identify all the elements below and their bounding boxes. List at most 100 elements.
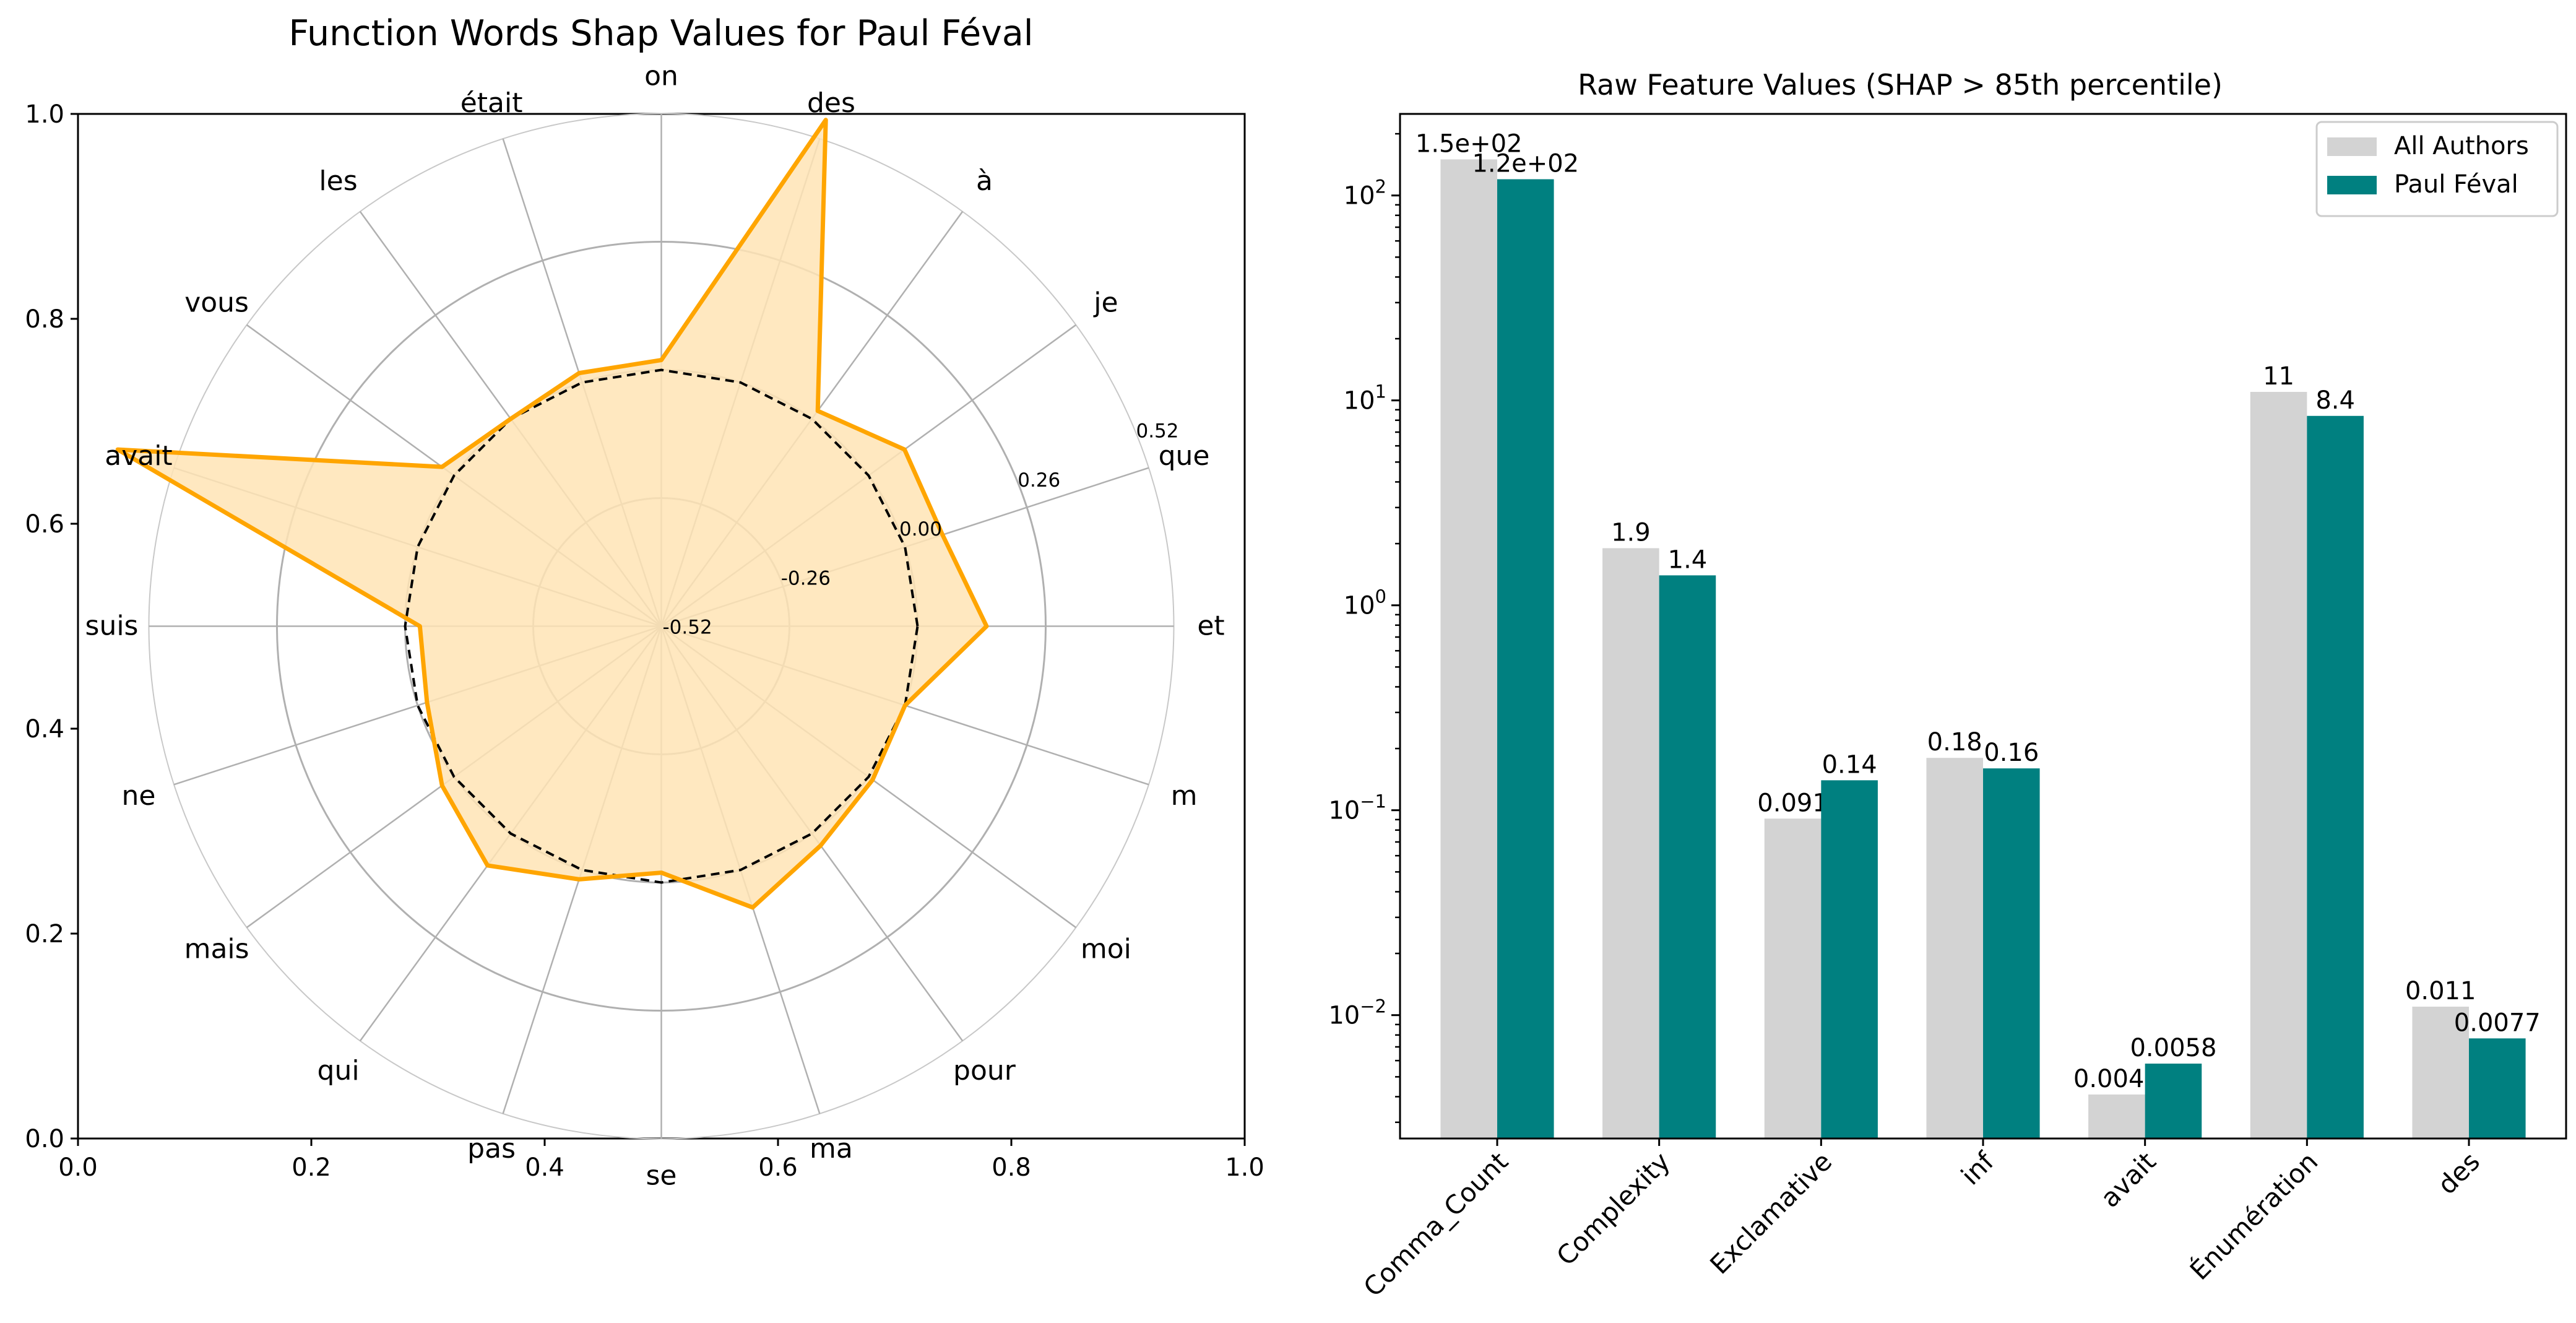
radar-category-mais: mais: [184, 933, 249, 965]
bar-title: Raw Feature Values (SHAP > 85th percenti…: [1578, 68, 2223, 102]
radar-point-suis: [418, 625, 421, 628]
radar-point-moi: [871, 778, 874, 781]
bar-paul-feval-exclamative: [1821, 780, 1878, 1139]
radar-radial-tick-label: -0.52: [663, 617, 712, 639]
radar-category-suis: suis: [85, 610, 139, 642]
y-tick-label: 10−2: [1328, 996, 1386, 1030]
radar-point-etait: [577, 371, 581, 375]
y-tick-label: 100: [1344, 586, 1386, 620]
bar-paul-feval-enumeration: [2307, 415, 2364, 1139]
radar-radial-tick-label: 0.26: [1018, 469, 1060, 492]
frame-x-tick-label: 1.0: [1225, 1153, 1264, 1182]
legend-frame: [2315, 121, 2559, 217]
radar-category-pas: pas: [467, 1133, 516, 1165]
radar-point-les: [509, 417, 512, 420]
bar-all-authors-avait: [2088, 1094, 2145, 1139]
radar-category-que: que: [1159, 440, 1210, 472]
radar-point-on: [660, 358, 663, 362]
radar-category-je: je: [1093, 287, 1118, 319]
radar-category-les: les: [319, 165, 357, 197]
radar-category-a: à: [976, 165, 993, 197]
radar-area-fill: [118, 119, 987, 908]
bar-label-paul-feval-avait: 0.0058: [2130, 1034, 2216, 1062]
frame-x-tick-label: 0.6: [758, 1153, 798, 1182]
frame-x-tick-label: 0.0: [58, 1153, 98, 1182]
bar-label-all-authors-comma-count: 1.5e+02: [1416, 129, 1523, 158]
radar-point-vous: [441, 466, 444, 469]
radar-category-avait: avait: [105, 440, 172, 472]
radar-category-des: des: [807, 87, 855, 119]
bar-paul-feval-avait: [2145, 1064, 2202, 1139]
radar-category-ma: ma: [810, 1133, 853, 1165]
bar-all-authors-exclamative: [1764, 818, 1822, 1139]
frame-y-tick-label: 0.8: [25, 305, 64, 334]
legend-swatch-paul-feval: [2327, 176, 2377, 194]
radar-category-se: se: [646, 1160, 677, 1192]
bar-label-all-authors-inf: 0.18: [1927, 728, 1982, 757]
bar-label-paul-feval-exclamative: 0.14: [1822, 750, 1877, 779]
radar-category-pour: pour: [953, 1055, 1016, 1087]
bar-label-paul-feval-comma-count: 1.2e+02: [1472, 150, 1579, 178]
y-tick-label: 101: [1344, 381, 1386, 415]
radar-point-se: [660, 871, 663, 874]
frame-x-tick-label: 0.2: [292, 1153, 331, 1182]
frame-y-tick-label: 1.0: [25, 100, 64, 129]
frame-y-tick-label: 0.6: [25, 510, 64, 539]
bar-all-authors-enumeration: [2250, 392, 2307, 1139]
radar-point-que: [941, 533, 944, 536]
bar-all-authors-des: [2412, 1007, 2469, 1139]
legend-swatch-all-authors: [2327, 137, 2377, 156]
radar-point-des: [824, 118, 828, 121]
bar-label-paul-feval-inf: 0.16: [1984, 739, 2039, 767]
frame-x-tick-label: 0.4: [525, 1153, 564, 1182]
frame-x-tick-label: 0.8: [992, 1153, 1031, 1182]
bar-paul-feval-inf: [1983, 768, 2040, 1139]
radar-radial-tick-label: 0.52: [1136, 420, 1178, 443]
radar-category-etait: était: [460, 87, 523, 119]
bar-paul-feval-des: [2469, 1038, 2526, 1139]
bar-all-authors-complexity: [1602, 548, 1659, 1139]
radar-category-vous: vous: [184, 287, 249, 319]
bar-label-all-authors-exclamative: 0.091: [1757, 789, 1828, 817]
bar-label-all-authors-enumeration: 11: [2263, 362, 2294, 391]
radar-point-ne: [425, 701, 428, 704]
bar-label-paul-feval-des: 0.0077: [2454, 1009, 2541, 1037]
bar-all-authors-inf: [1926, 758, 1983, 1139]
radar-point-ma: [751, 906, 754, 909]
bar-paul-feval-complexity: [1659, 575, 1716, 1139]
bar-paul-feval-comma-count: [1497, 179, 1554, 1139]
frame-y-tick-label: 0.2: [25, 920, 64, 948]
radar-point-et: [985, 625, 988, 628]
legend-label-all-authors: All Authors: [2394, 132, 2529, 160]
bar-all-authors-comma-count: [1440, 159, 1497, 1139]
legend: All Authors Paul Féval: [2315, 121, 2559, 217]
radar-title: Function Words Shap Values for Paul Féva…: [288, 13, 1033, 54]
frame-y-tick-label: 0.4: [25, 715, 64, 744]
frame-y-tick-label: 0.0: [25, 1125, 64, 1153]
radar-point-avait: [116, 448, 119, 451]
radar-point-pas: [577, 878, 581, 881]
radar-category-ne: ne: [121, 780, 155, 812]
y-tick-label: 102: [1344, 176, 1386, 210]
radar-point-a: [816, 409, 819, 412]
radar-point-m: [904, 704, 907, 707]
radar-radial-tick-label: 0.00: [899, 518, 942, 540]
radar-category-on: on: [644, 61, 678, 92]
radar-baseline-line: [404, 368, 919, 884]
radar-category-moi: moi: [1081, 933, 1131, 965]
radar-radial-tick-label: -0.26: [781, 567, 831, 589]
radar-point-mais: [441, 784, 444, 787]
legend-label-paul-feval: Paul Féval: [2394, 170, 2518, 199]
bar-label-all-authors-des: 0.011: [2405, 977, 2476, 1005]
radar-category-m: m: [1171, 780, 1198, 812]
radar-category-qui: qui: [318, 1055, 360, 1087]
radar-plot: 0.00.0 0.2 0.2 0.4 0.4 0.6 0.6 0.8 0.8 1.0 1.0 -0.5…: [25, 61, 1264, 1192]
bar-label-paul-feval-enumeration: 8.4: [2315, 386, 2355, 415]
radar-point-qui: [486, 864, 489, 867]
radar-point-je: [903, 448, 906, 451]
radar-panel: Function Words Shap Values for Paul Féva…: [25, 13, 1264, 1192]
bar-label-all-authors-complexity: 1.9: [1611, 518, 1651, 547]
bar-label-paul-feval-complexity: 1.4: [1668, 545, 1708, 574]
radar-point-pour: [819, 844, 822, 847]
